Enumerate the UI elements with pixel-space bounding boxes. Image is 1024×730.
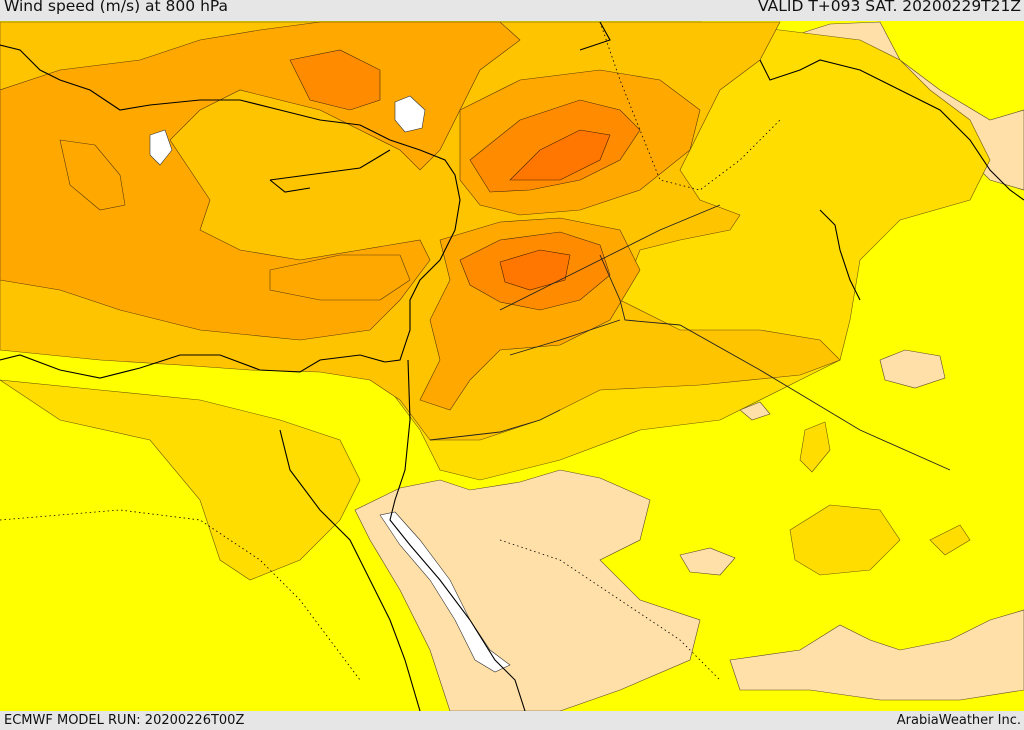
borders — [0, 21, 781, 681]
credit-label: ArabiaWeather Inc. — [896, 713, 1021, 728]
calm-spots — [149, 95, 426, 166]
model-run-label: ECMWF MODEL RUN: 20200226T00Z — [4, 713, 245, 728]
header-bar: Wind speed (m/s) at 800 hPa VALID T+093 … — [0, 0, 1024, 21]
footer-bar: ECMWF MODEL RUN: 20200226T00Z ArabiaWeat… — [0, 711, 1024, 729]
coastlines — [0, 21, 1024, 711]
wind-speed-map[interactable] — [0, 21, 1024, 711]
valid-time: VALID T+093 SAT. 20200229T21Z — [758, 0, 1021, 15]
map-title: Wind speed (m/s) at 800 hPa — [4, 0, 229, 15]
contour-level-6 — [499, 129, 611, 291]
country-borders — [429, 204, 951, 471]
